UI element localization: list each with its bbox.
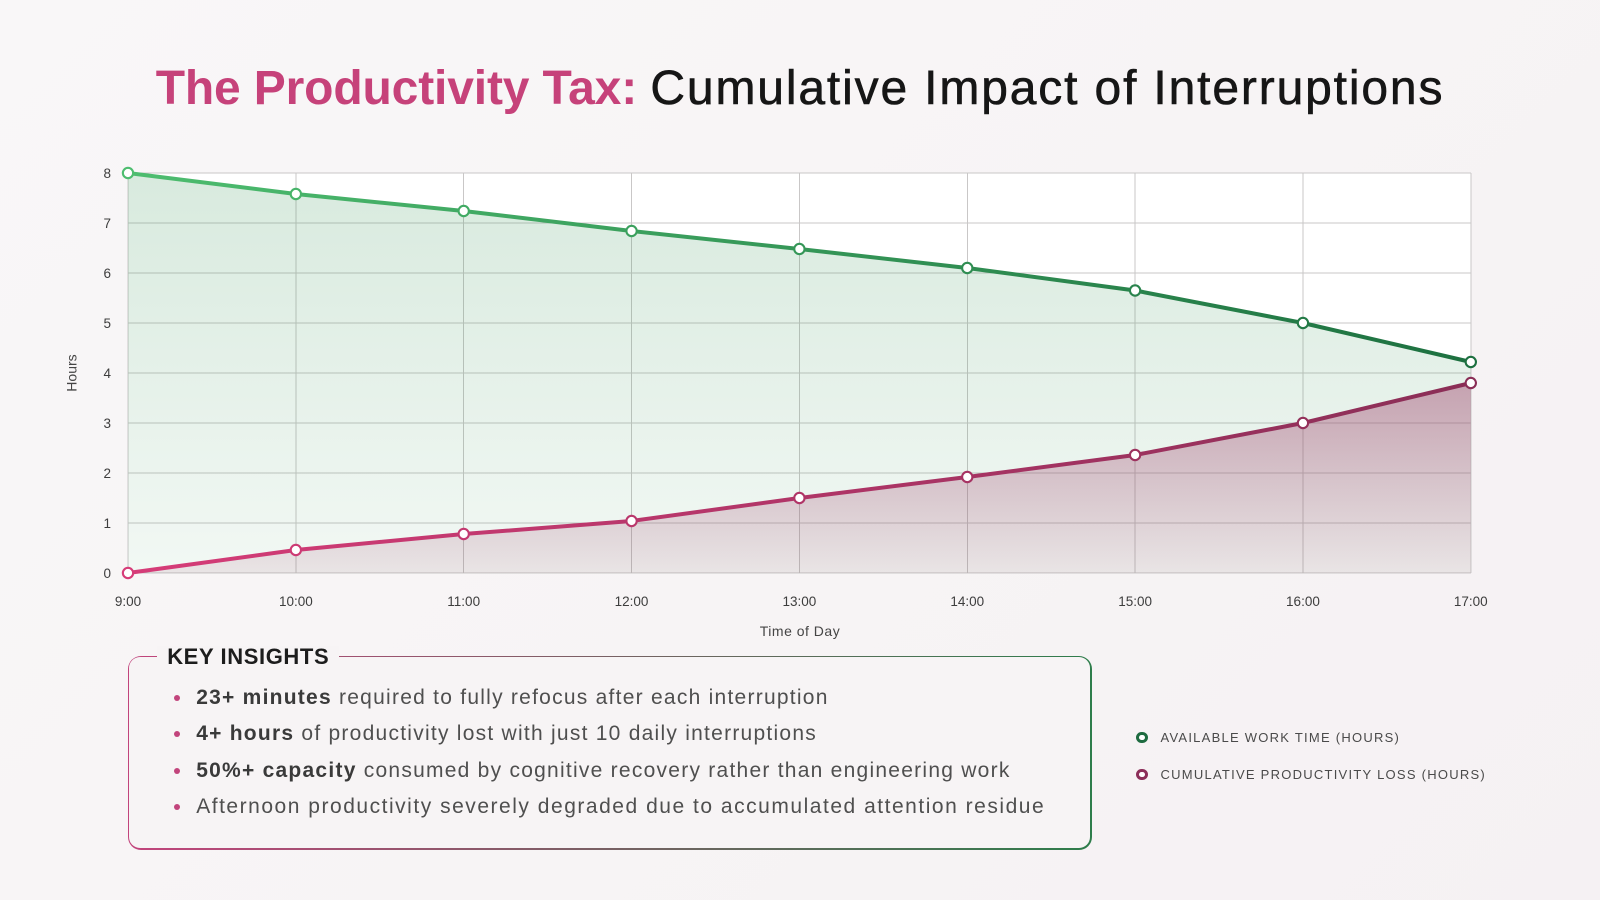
svg-text:2: 2 [103, 466, 111, 481]
svg-text:12:00: 12:00 [615, 594, 649, 609]
svg-text:17:00: 17:00 [1454, 594, 1488, 609]
svg-text:15:00: 15:00 [1118, 594, 1152, 609]
svg-text:8: 8 [103, 166, 111, 181]
svg-text:5: 5 [103, 316, 111, 331]
svg-text:Time of Day: Time of Day [760, 623, 840, 639]
svg-text:10:00: 10:00 [279, 594, 313, 609]
svg-text:9:00: 9:00 [115, 594, 141, 609]
svg-text:0: 0 [103, 566, 111, 581]
svg-text:4: 4 [103, 366, 111, 381]
svg-text:7: 7 [103, 216, 111, 231]
svg-text:11:00: 11:00 [447, 594, 480, 609]
svg-text:14:00: 14:00 [950, 594, 984, 609]
svg-text:13:00: 13:00 [783, 594, 817, 609]
svg-text:6: 6 [103, 266, 111, 281]
svg-text:Hours: Hours [64, 354, 80, 391]
svg-text:3: 3 [103, 416, 111, 431]
svg-text:16:00: 16:00 [1286, 594, 1320, 609]
svg-text:1: 1 [103, 516, 111, 531]
